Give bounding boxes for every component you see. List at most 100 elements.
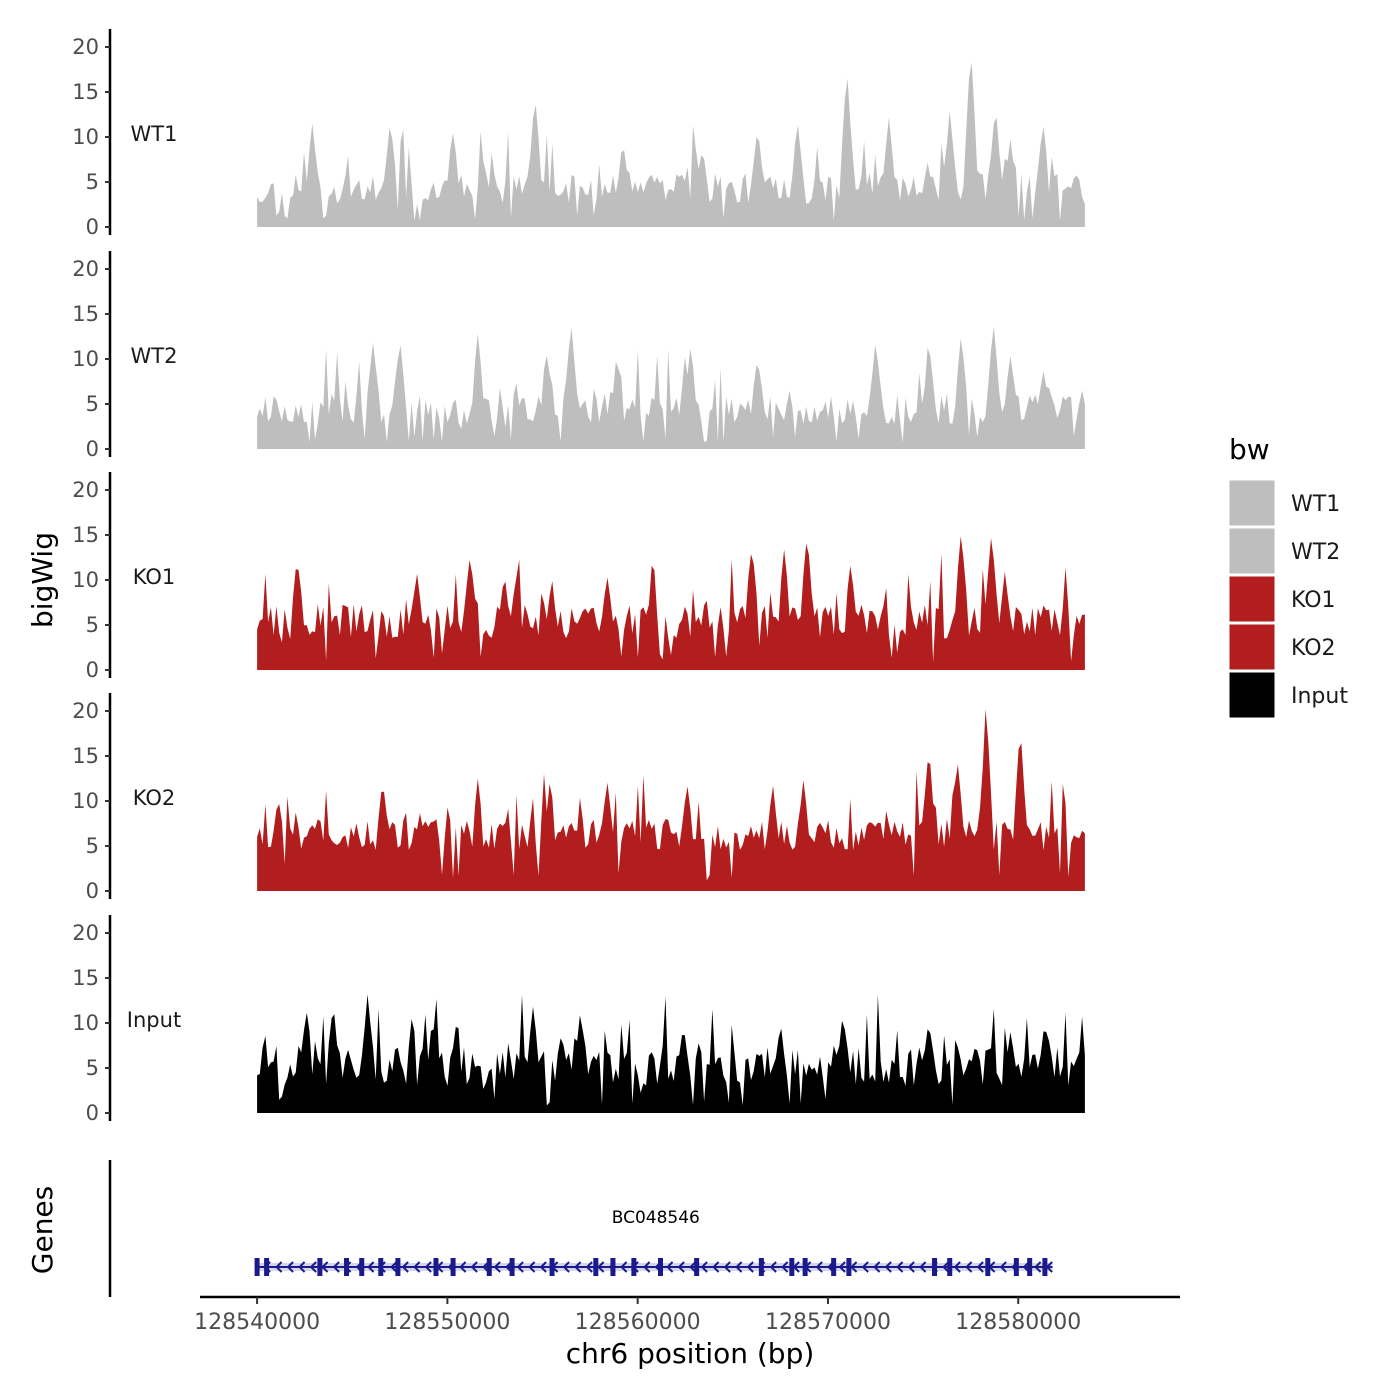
strand-arrow <box>585 1261 593 1273</box>
track-label: WT2 <box>131 344 178 368</box>
y-tick-label: 15 <box>72 966 99 990</box>
coverage-area-input <box>257 994 1085 1113</box>
gene-exon <box>509 1258 515 1276</box>
legend-label-input: Input <box>1291 684 1348 709</box>
gene-exon <box>694 1258 700 1276</box>
gene-exon <box>789 1258 795 1276</box>
y-tick-label: 20 <box>72 699 99 723</box>
genes-axis-title: Genes <box>26 1186 59 1274</box>
strand-arrow <box>539 1261 547 1273</box>
strand-arrow <box>666 1261 674 1273</box>
gene-exon <box>317 1258 323 1276</box>
x-tick-label: 128550000 <box>384 1310 510 1335</box>
gene-exon <box>658 1258 664 1276</box>
strand-arrow <box>919 1261 927 1273</box>
y-tick-label: 0 <box>86 215 99 239</box>
strand-arrow <box>608 1261 616 1273</box>
strand-arrow <box>424 1261 432 1273</box>
strand-arrow <box>677 1261 685 1273</box>
y-tick-label: 10 <box>72 1011 99 1035</box>
legend-label-ko2: KO2 <box>1291 636 1336 661</box>
legend-label-wt1: WT1 <box>1291 492 1340 517</box>
coverage-area-ko1 <box>257 536 1085 670</box>
x-tick-label: 128570000 <box>765 1310 891 1335</box>
gene-exon <box>395 1258 401 1276</box>
gene-exon <box>610 1258 616 1276</box>
y-tick-label: 0 <box>86 1101 99 1125</box>
gene-exon <box>486 1258 492 1276</box>
y-tick-label: 5 <box>86 834 99 858</box>
strand-arrow <box>953 1261 961 1273</box>
track-label: WT1 <box>131 122 178 146</box>
strand-arrow <box>620 1261 628 1273</box>
strand-arrow <box>597 1261 605 1273</box>
y-tick-label: 20 <box>72 35 99 59</box>
strand-arrow <box>827 1261 835 1273</box>
gene-exon <box>264 1258 270 1276</box>
strand-arrow <box>516 1261 524 1273</box>
y-tick-label: 5 <box>86 613 99 637</box>
track-wt1: 0 5 10 15 20 WT1 <box>72 29 1085 239</box>
strand-arrow <box>344 1261 352 1273</box>
strand-arrow <box>999 1261 1007 1273</box>
gene-exon <box>985 1258 991 1276</box>
x-axis-title: chr6 position (bp) <box>566 1337 815 1370</box>
gene-exon <box>947 1258 953 1276</box>
track-ko2: 0 5 10 15 20 KO2 <box>72 693 1085 903</box>
y-tick-label: 10 <box>72 568 99 592</box>
strand-arrow <box>988 1261 996 1273</box>
coverage-tracks: 0 5 10 15 20 WT1 0 5 10 15 20 WT2 0 5 10 15 20 KO1 0 5 10 15 2… <box>72 29 1085 1125</box>
strand-arrow <box>746 1261 754 1273</box>
gene-exon <box>254 1258 260 1276</box>
y-tick-label: 5 <box>86 392 99 416</box>
y-tick-label: 20 <box>72 921 99 945</box>
strand-arrow <box>367 1261 375 1273</box>
strand-arrow <box>574 1261 582 1273</box>
strand-arrow <box>631 1261 639 1273</box>
coverage-area-ko2 <box>257 709 1085 891</box>
legend-swatch-ko2 <box>1228 623 1276 671</box>
strand-arrow <box>758 1261 766 1273</box>
y-tick-label: 15 <box>72 744 99 768</box>
gene-exon <box>450 1258 456 1276</box>
strand-arrow <box>286 1261 294 1273</box>
strand-arrow <box>815 1261 823 1273</box>
strand-arrow <box>470 1261 478 1273</box>
strand-arrow <box>1045 1261 1053 1273</box>
strand-arrow <box>873 1261 881 1273</box>
strand-arrow <box>1022 1261 1030 1273</box>
coverage-area-wt1 <box>257 62 1085 227</box>
strand-arrow <box>1011 1261 1019 1273</box>
gene-exon <box>846 1258 852 1276</box>
y-tick-label: 15 <box>72 523 99 547</box>
strand-arrow <box>643 1261 651 1273</box>
gene-label: BC048546 <box>612 1208 700 1228</box>
coverage-area-wt2 <box>257 326 1085 449</box>
strand-arrow <box>930 1261 938 1273</box>
y-tick-label: 0 <box>86 658 99 682</box>
strand-arrow <box>838 1261 846 1273</box>
strand-arrow <box>723 1261 731 1273</box>
y-tick-label: 0 <box>86 437 99 461</box>
strand-arrow <box>850 1261 858 1273</box>
gene-exon <box>932 1258 938 1276</box>
strand-arrow <box>528 1261 536 1273</box>
legend-title: bw <box>1229 433 1270 466</box>
y-tick-label: 10 <box>72 789 99 813</box>
track-label: Input <box>127 1008 181 1032</box>
y-tick-label: 10 <box>72 347 99 371</box>
y-axis-title: bigWig <box>26 532 59 628</box>
strand-arrow <box>505 1261 513 1273</box>
strand-arrow <box>482 1261 490 1273</box>
track-ko1: 0 5 10 15 20 KO1 <box>72 472 1085 682</box>
strand-arrow <box>447 1261 455 1273</box>
gene-exon <box>433 1258 439 1276</box>
legend-label-ko1: KO1 <box>1291 588 1336 613</box>
strand-arrow <box>654 1261 662 1273</box>
strand-arrow <box>263 1261 271 1273</box>
gene-track: BC048546 <box>108 1160 1053 1297</box>
strand-arrow <box>942 1261 950 1273</box>
strand-arrow <box>321 1261 329 1273</box>
strand-arrow <box>493 1261 501 1273</box>
